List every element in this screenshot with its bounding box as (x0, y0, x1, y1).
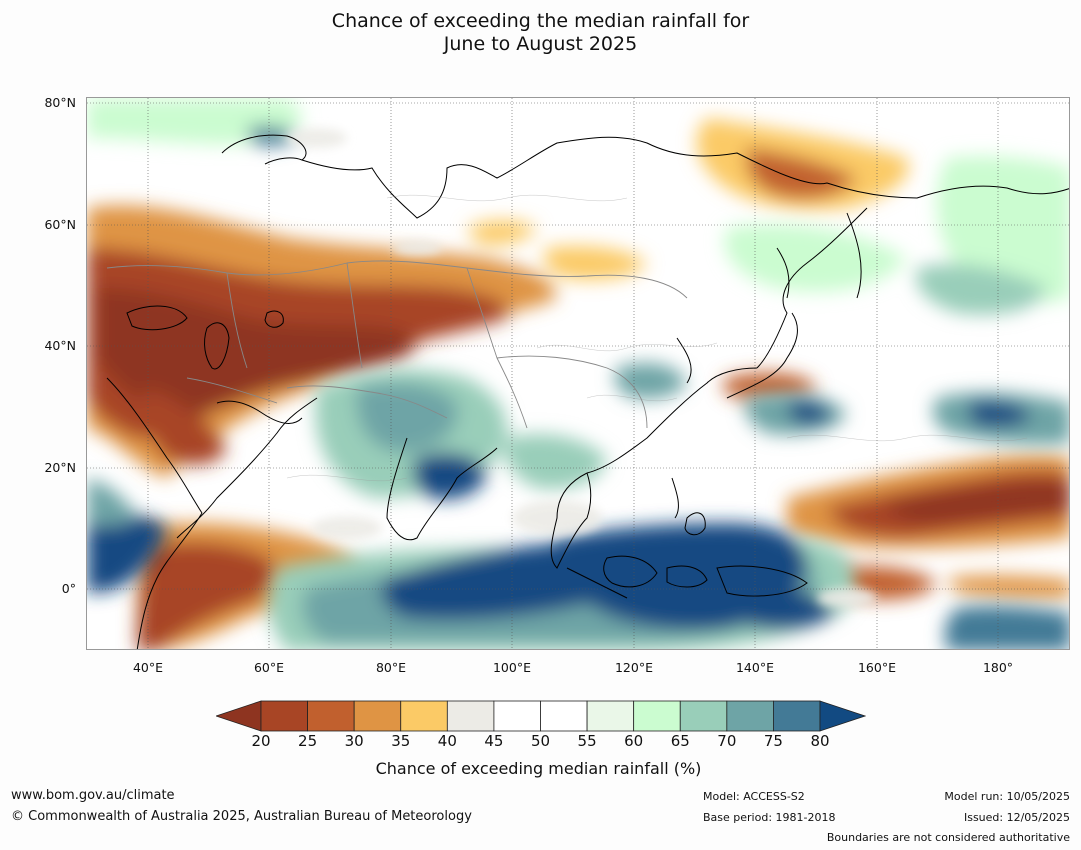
country-boundaries (106, 260, 688, 429)
arctic-wet (87, 98, 302, 145)
south-china-wet (614, 363, 687, 400)
map-canvas (87, 98, 1069, 649)
wet-regions (87, 98, 1069, 649)
north-pacific-wet (916, 264, 1047, 315)
barents-wet (247, 126, 297, 146)
colorbar-tick-label: 80 (810, 732, 830, 750)
colorbar-tick-label: 75 (763, 732, 783, 750)
mongolia-dry (543, 246, 647, 280)
model-text: Model: ACCESS-S2 (703, 790, 805, 803)
colorbar-cell (446, 700, 495, 732)
colorbar-tick-label: 50 (530, 732, 551, 750)
coastlines (106, 134, 1069, 649)
colorbar-tick-label: 70 (717, 732, 737, 750)
colorbar-cell (633, 700, 681, 732)
lon-label-180: 180° (982, 660, 1014, 675)
lon-label-100e: 100°E (492, 660, 531, 675)
colorbar-cell (400, 700, 448, 732)
colorbar-tick-label: 30 (344, 732, 364, 750)
lat-label-20n: 20°N (44, 460, 76, 475)
colorbar-over-arrow (819, 700, 866, 732)
colorbar-cells (260, 700, 821, 732)
graticule (87, 98, 1069, 649)
wpac-wet-2 (787, 401, 832, 425)
model-run-text: Model run: 10/05/2025 (944, 790, 1070, 803)
contour-hints (286, 194, 1028, 482)
colorbar-tick-label: 20 (251, 732, 271, 750)
lat-label-40n: 40°N (44, 338, 76, 353)
lat-label-60n: 60°N (44, 217, 76, 232)
colorbar-cell (773, 700, 821, 732)
colorbar-tick-label: 45 (484, 732, 504, 750)
lon-label-140e: 140°E (735, 660, 774, 675)
disclaimer-text: Boundaries are not considered authoritat… (826, 831, 1070, 844)
colorbar-tick-label: 55 (577, 732, 597, 750)
bay-bengal-wet (412, 453, 487, 500)
issued-text: Issued: 12/05/2025 (963, 811, 1070, 824)
colorbar-title: Chance of exceeding median rainfall (%) (375, 759, 702, 778)
central-asia-dry-deep (97, 288, 416, 418)
colorbar-cell (493, 700, 541, 732)
colorbar-tick-label: 25 (298, 732, 318, 750)
colorbar-cell (353, 700, 402, 732)
pacific-dry-lower2 (947, 575, 1069, 599)
colorbar (216, 700, 866, 732)
horn-africa-wet2 (87, 478, 137, 527)
colorbar-cell (307, 700, 355, 732)
title-line-2: June to August 2025 (443, 33, 638, 55)
horn-africa-wet (87, 512, 167, 593)
tropical-pacific-wet (944, 605, 1069, 649)
maritime-east-wet (726, 586, 837, 630)
india-dry (467, 220, 537, 245)
pacific-dry-deep (887, 482, 1069, 523)
website-text: www.bom.gov.au/climate (11, 788, 175, 803)
colorbar-tick-label: 60 (624, 732, 644, 750)
colorbar-tick-label: 35 (391, 732, 411, 750)
lat-label-0: 0° (61, 581, 76, 596)
india-wet-core (356, 383, 458, 453)
dry-regions (87, 118, 1069, 649)
lon-label-40e: 40°E (132, 660, 164, 675)
colorbar-cell (726, 700, 774, 732)
wpac-wet-4 (967, 401, 1032, 428)
lon-label-80e: 80°E (375, 660, 407, 675)
siberia-dry-core (746, 148, 857, 200)
rainfall-map (86, 97, 1070, 650)
japan-dry (722, 372, 817, 400)
se-asia-wet (504, 434, 607, 490)
lat-label-80n: 80°N (44, 95, 76, 110)
colorbar-cell (586, 700, 635, 732)
east-africa-dry-core (137, 542, 278, 649)
base-period-text: Base period: 1981-2018 (703, 811, 836, 824)
colorbar-cell (540, 700, 588, 732)
colorbar-cell (260, 700, 308, 732)
colorbar-cell (679, 700, 728, 732)
lon-label-60e: 60°E (253, 660, 285, 675)
colorbar-tick-label: 40 (437, 732, 457, 750)
arabia-dry (143, 388, 227, 465)
lon-label-120e: 120°E (614, 660, 653, 675)
lon-label-160e: 160°E (857, 660, 896, 675)
title-line-1: Chance of exceeding the median rainfall … (331, 10, 750, 32)
copyright-text: © Commonwealth of Australia 2025, Austra… (11, 809, 472, 824)
map-title: Chance of exceeding the median rainfall … (0, 10, 1081, 56)
colorbar-tick-label: 65 (670, 732, 690, 750)
colorbar-under-arrow (216, 700, 262, 732)
